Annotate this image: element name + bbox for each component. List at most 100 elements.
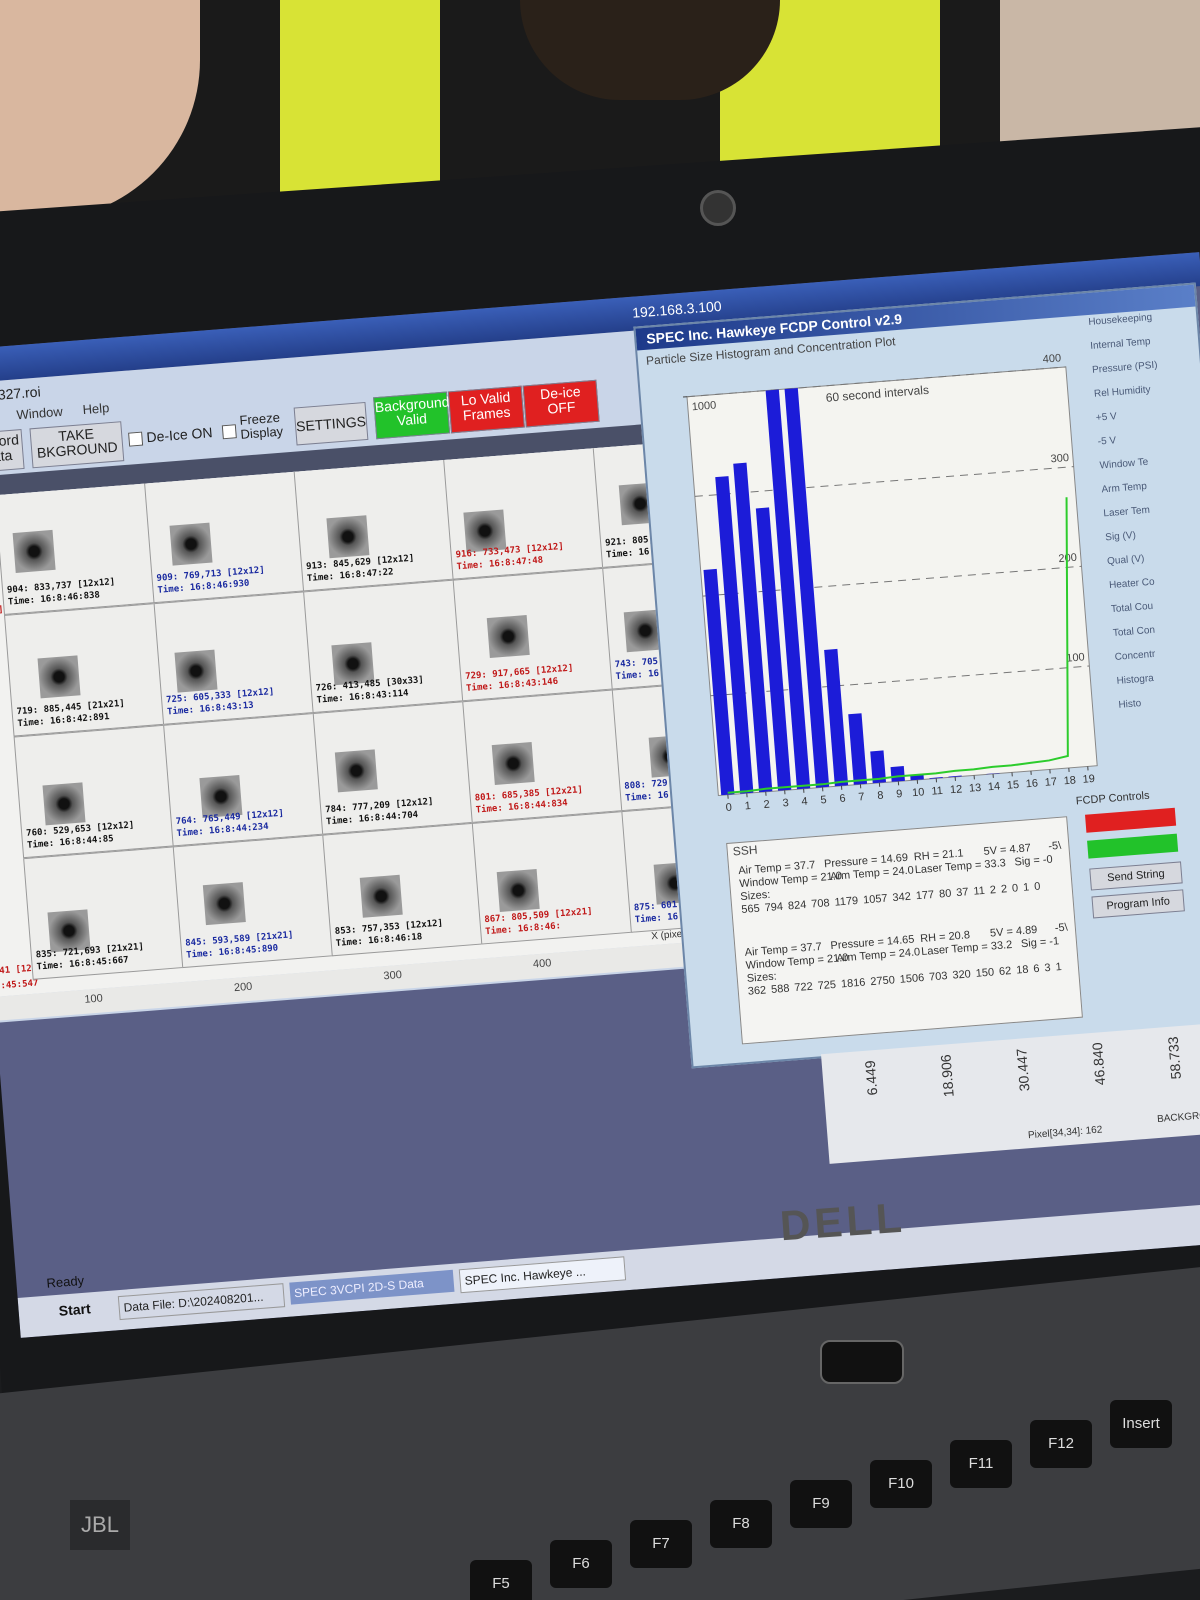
particle-image (486, 614, 530, 659)
particle-tile: 726: 413,485 [30x33] Time: 16:8:43:114 (303, 579, 465, 714)
background-valid-indicator: Background Valid (373, 391, 451, 440)
key[interactable]: F9 (790, 1480, 852, 1528)
y2-tick-label: 300 (1050, 452, 1069, 465)
size-value: 1816 (841, 977, 866, 991)
x-tick-label: 13 (969, 782, 982, 795)
particle-image (174, 649, 218, 693)
x-tick-label: 2 (763, 799, 770, 811)
send-string-button[interactable]: Send String (1089, 861, 1183, 891)
start-button[interactable]: Start (58, 1300, 92, 1319)
x-tick-label: 200 (233, 980, 253, 995)
bar (824, 648, 849, 787)
ssh-field: -5\ (1048, 840, 1063, 853)
x-tick-label: 16 (1025, 777, 1038, 790)
particle-image (334, 749, 378, 793)
power-button[interactable] (820, 1340, 904, 1384)
grid-line (686, 366, 1066, 398)
bar (782, 366, 830, 788)
key[interactable]: F10 (870, 1460, 932, 1508)
ssh-field: RH = 21.1 (913, 847, 964, 863)
size-value: 565 (741, 903, 760, 916)
size-value: 824 (788, 899, 807, 912)
x-tick-label: 300 (383, 968, 403, 983)
ssh-field: -5\ (1054, 921, 1069, 934)
size-value: 1 (1023, 881, 1030, 893)
key[interactable]: F11 (950, 1440, 1012, 1488)
particle-tile: 729: 917,665 [12x12] Time: 16:8:43:146 (452, 567, 614, 702)
particle-image (491, 741, 535, 786)
ssh-sizes: 565 794 824 708 1179 1057 342 177 80 37 11 2 2 0 1 0 (741, 881, 1041, 916)
readout-value: 30.447 (1013, 1047, 1033, 1092)
size-value: 320 (952, 968, 971, 981)
key[interactable]: F8 (710, 1500, 772, 1548)
size-value: 2 (1001, 883, 1008, 895)
size-value: 6 (1033, 963, 1040, 975)
bar (848, 713, 868, 785)
particle-image (42, 782, 86, 826)
settings-button[interactable]: SETTINGS (293, 401, 369, 446)
ssh-field: Sizes: (746, 970, 777, 984)
size-value: 703 (929, 970, 948, 983)
program-info-button[interactable]: Program Info (1091, 889, 1185, 919)
status-text: Ready (45, 1272, 85, 1291)
checkbox[interactable] (128, 431, 144, 447)
control-button[interactable] (1087, 833, 1179, 859)
size-value: 177 (915, 889, 934, 902)
key[interactable]: F12 (1030, 1420, 1092, 1468)
menu-item[interactable]: Help (82, 400, 110, 418)
key[interactable]: F5 (470, 1560, 532, 1600)
ssh-title: SSH (732, 842, 758, 859)
record-button[interactable]: Record Data (0, 429, 25, 474)
checkbox[interactable] (221, 424, 237, 440)
particle-tile: 909: 769,713 [12x12] Time: 16:8:46:930 (143, 469, 306, 604)
particle-tile: 867: 805,509 [12x21] Time: 16:8:46: (471, 811, 633, 945)
size-value: 588 (771, 983, 790, 996)
particle-tile: 845: 593,589 [21x21] Time: 16:8:45:890 (172, 834, 334, 969)
size-value: 37 (956, 886, 969, 899)
fcdp-window: SPEC Inc. Hawkeye FCDP Control v2.9 Part… (633, 282, 1200, 1069)
x-tick-label: 8 (877, 790, 884, 802)
size-value: 80 (939, 888, 952, 901)
size-value: 3 (1044, 962, 1051, 974)
particle-image (359, 874, 403, 918)
brand-logo: DELL (778, 1193, 908, 1250)
particle-image (169, 522, 213, 566)
size-value: 1057 (863, 893, 888, 907)
bar (759, 366, 811, 790)
bar (910, 774, 924, 781)
bar (948, 775, 962, 778)
size-value: 722 (794, 981, 813, 994)
key[interactable]: Insert (1110, 1400, 1172, 1448)
size-value: 362 (747, 984, 766, 997)
key[interactable]: F6 (550, 1540, 612, 1588)
deice-off-indicator: De-ice OFF (522, 379, 600, 428)
control-button[interactable] (1085, 807, 1177, 833)
particle-tile: 801: 685,385 [12x21] Time: 16:8:44:834 (462, 689, 624, 823)
size-value: 2 (989, 884, 996, 896)
ssh-sizes: 362 588 722 725 1816 2750 1506 703 320 150 62 18 6 3 1 (747, 961, 1062, 998)
x-tick-label: 400 (532, 957, 552, 971)
bar (703, 568, 735, 796)
particle-image (496, 868, 540, 913)
size-value: 0 (1012, 882, 1019, 894)
bar (986, 772, 1000, 775)
particle-image (12, 529, 56, 573)
bar (733, 462, 773, 793)
bar (715, 476, 754, 794)
take-bkground-button[interactable]: TAKE BKGROUND (29, 421, 125, 469)
particle-tile: 904: 833,737 [12x12] Time: 16:8:46:838 (0, 481, 156, 615)
size-value: 1179 (834, 895, 859, 909)
y-tick-label: 1000 (691, 399, 716, 413)
ssh-field: Sig = -0 (1014, 853, 1053, 868)
y2-tick-label: 400 (1042, 352, 1061, 365)
edge-label: 8:45:547 (0, 978, 39, 992)
concentration-line (727, 497, 1069, 794)
freeze-label: Freeze Display (238, 409, 284, 442)
key[interactable]: F7 (630, 1520, 692, 1568)
size-value: 2750 (870, 974, 895, 988)
y2-tick-label: 100 (1066, 651, 1085, 664)
particle-tile: 853: 757,353 [12x12] Time: 16:8:46:18 (322, 822, 484, 957)
ssh-field: Sizes: (740, 889, 771, 903)
x-tick-label: 17 (1044, 776, 1057, 789)
